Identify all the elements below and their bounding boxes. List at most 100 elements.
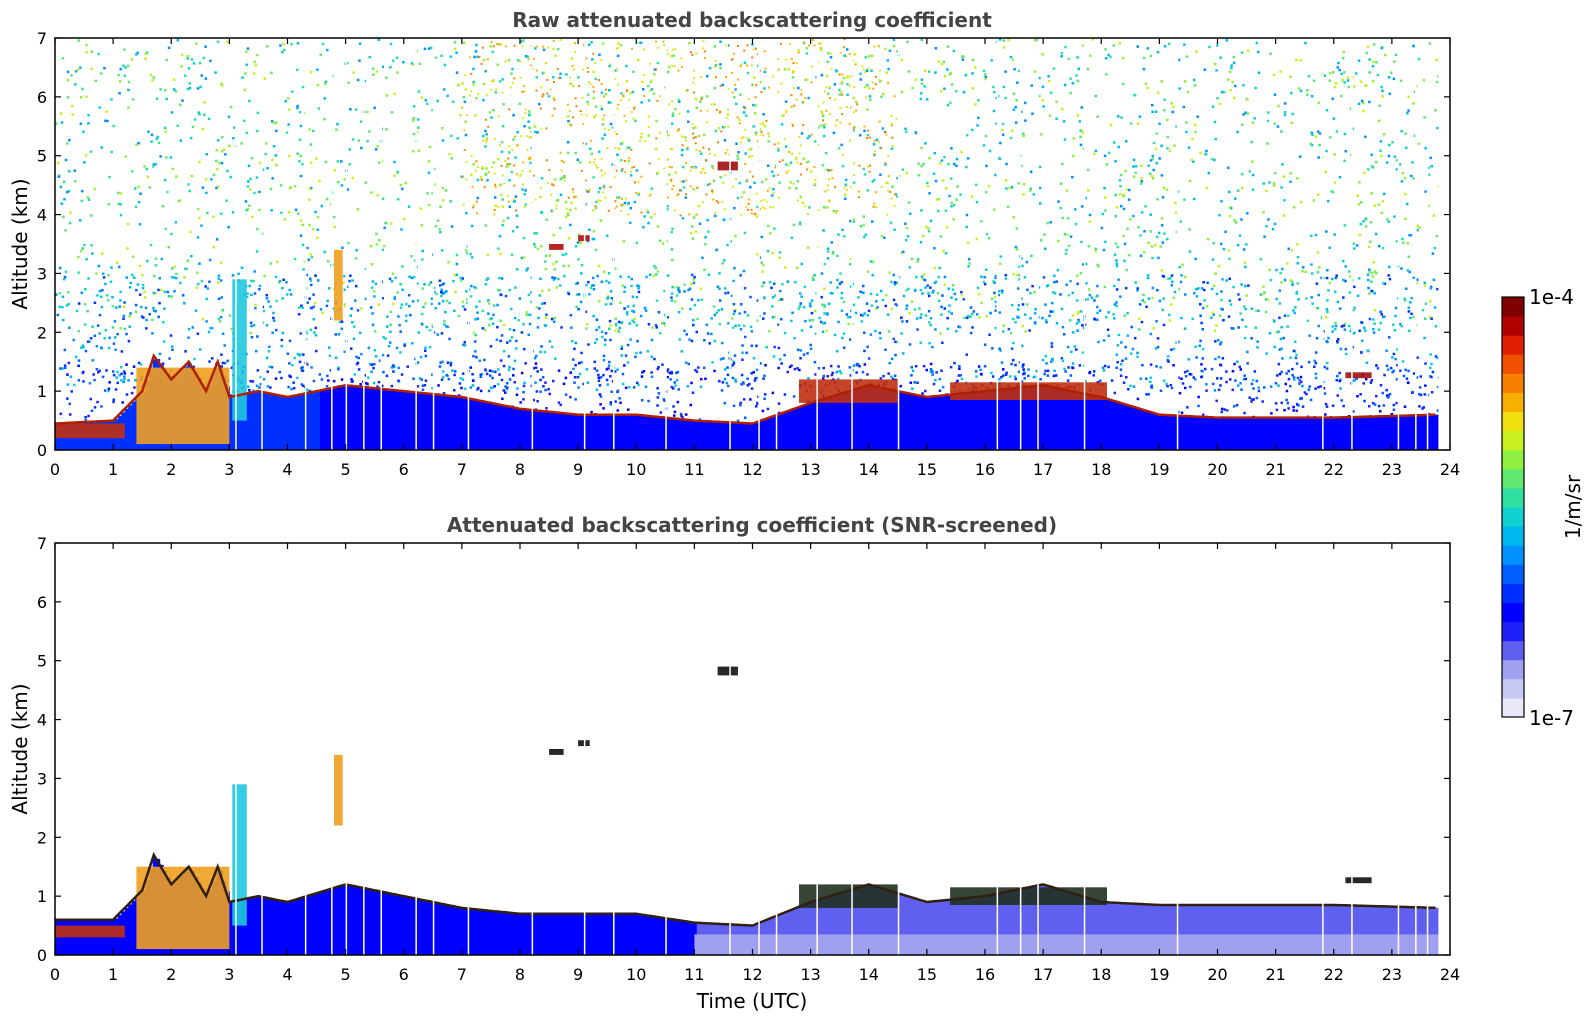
noise-pixel — [937, 299, 941, 303]
noise-pixel — [1405, 287, 1408, 290]
noise-pixel — [1048, 314, 1051, 318]
noise-pixel — [1052, 374, 1056, 378]
noise-pixel — [1381, 391, 1384, 395]
noise-pixel — [1009, 331, 1013, 335]
noise-pixel — [59, 266, 62, 270]
noise-pixel — [127, 379, 130, 382]
noise-pixel — [852, 303, 856, 306]
noise-pixel — [528, 113, 531, 117]
noise-pixel — [1172, 347, 1176, 351]
noise-pixel — [274, 275, 278, 279]
noise-pixel — [768, 330, 771, 333]
noise-pixel — [446, 325, 450, 329]
noise-pixel — [475, 355, 478, 359]
noise-pixel — [1340, 72, 1343, 75]
noise-pixel — [1146, 274, 1150, 277]
noise-pixel — [1132, 158, 1136, 162]
noise-pixel — [975, 200, 979, 204]
noise-pixel — [1149, 213, 1152, 216]
noise-pixel — [314, 334, 318, 337]
noise-pixel — [344, 305, 347, 308]
noise-pixel — [1117, 278, 1120, 281]
noise-pixel — [1144, 82, 1148, 86]
noise-pixel — [800, 295, 803, 298]
noise-pixel — [704, 236, 707, 239]
noise-pixel — [536, 131, 539, 134]
noise-pixel — [1358, 181, 1361, 184]
noise-pixel — [771, 391, 775, 395]
noise-pixel — [577, 308, 580, 311]
noise-pixel — [1394, 53, 1398, 57]
noise-pixel — [1203, 68, 1206, 71]
noise-pixel — [377, 380, 381, 384]
noise-pixel — [1353, 331, 1356, 335]
noise-pixel — [858, 164, 861, 167]
noise-pixel — [541, 289, 544, 293]
noise-pixel — [103, 389, 107, 392]
noise-pixel — [191, 125, 195, 129]
noise-pixel — [1412, 276, 1415, 279]
noise-pixel — [68, 326, 71, 329]
noise-pixel — [659, 411, 662, 414]
noise-pixel — [1081, 351, 1085, 354]
noise-pixel — [1055, 280, 1058, 283]
noise-pixel — [87, 114, 90, 117]
noise-pixel — [1103, 285, 1107, 289]
noise-pixel — [965, 316, 969, 319]
noise-pixel — [1405, 377, 1409, 380]
noise-pixel — [1433, 306, 1437, 309]
noise-pixel — [439, 284, 442, 287]
noise-pixel — [272, 316, 275, 320]
noise-pixel — [1074, 222, 1078, 226]
noise-pixel — [929, 362, 933, 366]
noise-pixel — [1162, 379, 1166, 382]
noise-pixel — [251, 215, 254, 219]
noise-pixel — [1228, 190, 1231, 194]
noise-pixel — [687, 362, 690, 366]
noise-pixel — [1244, 307, 1247, 311]
noise-pixel — [1208, 45, 1211, 49]
noise-pixel — [733, 266, 736, 270]
noise-pixel — [1142, 56, 1146, 60]
noise-pixel — [1142, 293, 1145, 297]
noise-pixel — [928, 321, 931, 324]
noise-pixel — [932, 382, 936, 386]
noise-pixel — [588, 228, 591, 231]
noise-pixel — [949, 365, 953, 369]
noise-pixel — [763, 124, 766, 128]
noise-pixel — [1119, 368, 1123, 371]
noise-pixel — [1228, 299, 1232, 302]
noise-pixel — [1289, 356, 1292, 359]
noise-pixel — [896, 304, 899, 307]
noise-pixel — [1016, 81, 1019, 84]
noise-pixel — [1336, 66, 1339, 69]
noise-pixel — [514, 156, 517, 159]
noise-pixel — [309, 143, 313, 146]
noise-pixel — [392, 365, 396, 369]
noise-pixel — [725, 381, 729, 385]
noise-pixel — [688, 338, 691, 341]
noise-pixel — [804, 319, 807, 323]
noise-pixel — [1379, 410, 1382, 413]
noise-pixel — [1371, 166, 1375, 169]
noise-pixel — [736, 157, 740, 160]
noise-pixel — [181, 294, 185, 297]
noise-pixel — [1339, 347, 1343, 351]
noise-pixel — [1376, 367, 1380, 370]
noise-pixel — [378, 161, 381, 164]
noise-pixel — [1029, 187, 1032, 190]
noise-pixel — [493, 213, 496, 216]
noise-pixel — [440, 54, 443, 57]
noise-pixel — [1117, 115, 1120, 118]
noise-pixel — [836, 278, 839, 282]
noise-pixel — [169, 156, 172, 159]
noise-pixel — [540, 127, 543, 130]
noise-pixel — [1263, 235, 1266, 238]
noise-pixel — [1159, 389, 1163, 392]
noise-pixel — [382, 244, 386, 248]
noise-pixel — [671, 258, 674, 262]
noise-pixel — [118, 265, 121, 269]
noise-pixel — [1059, 206, 1062, 210]
noise-pixel — [920, 82, 924, 85]
noise-pixel — [1307, 75, 1311, 78]
